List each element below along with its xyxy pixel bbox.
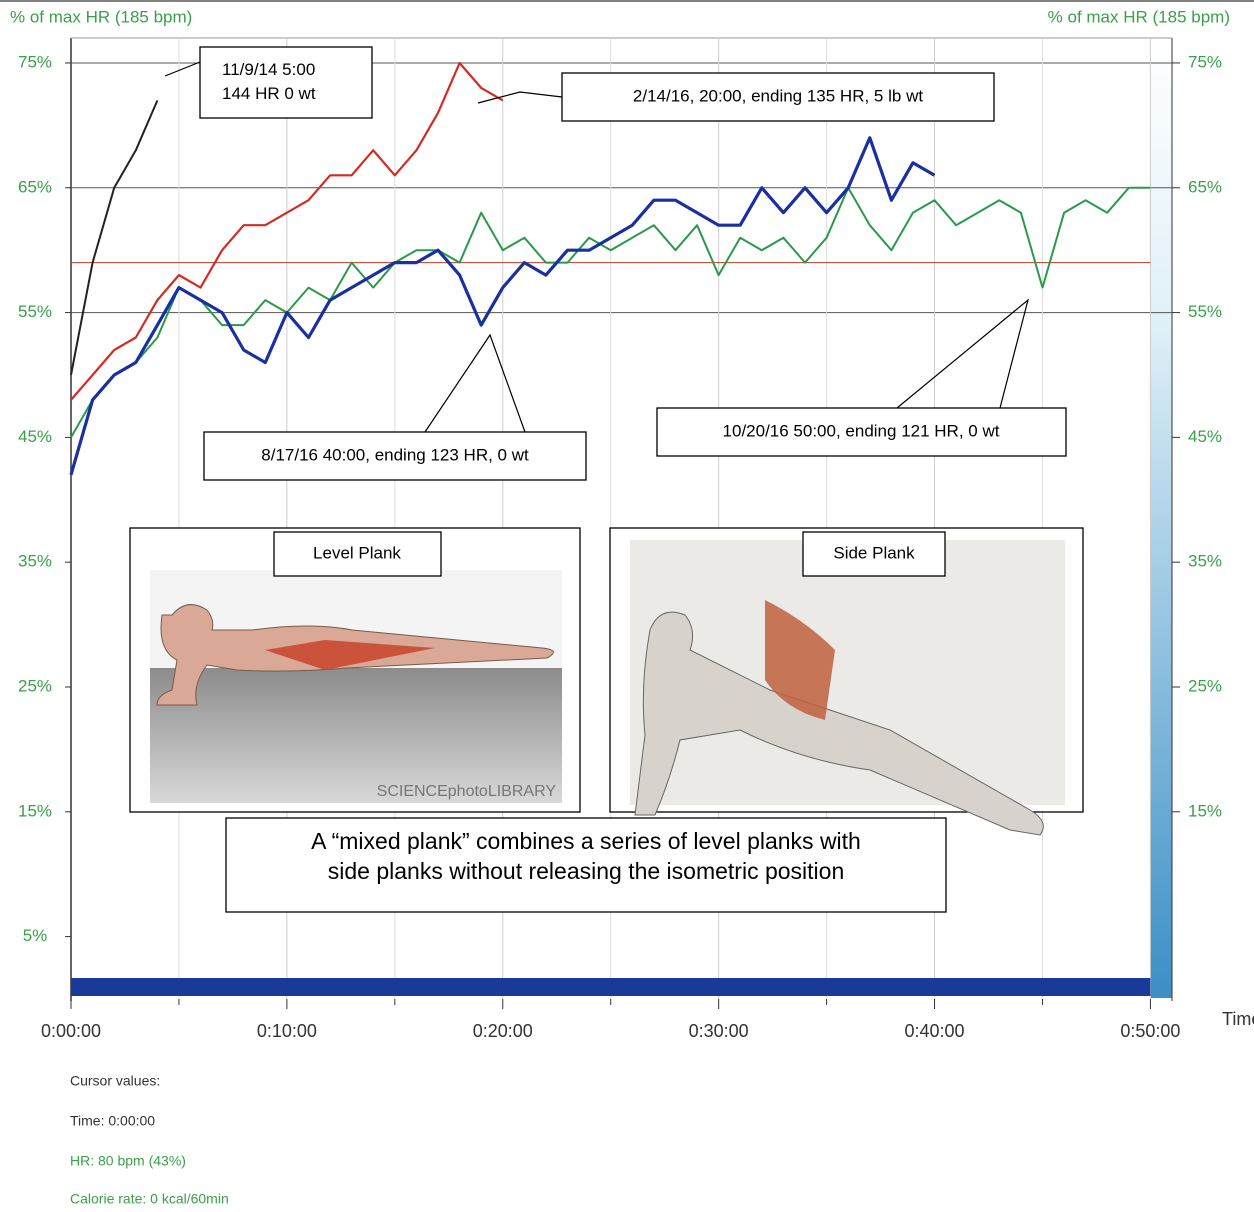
cursor-hr: HR: 80 bpm (43%) (70, 1153, 186, 1169)
y-tick-label: 35% (18, 552, 52, 571)
x-tick-label: 0:20:00 (473, 1021, 533, 1041)
watermark: SCIENCEphotoLIBRARY (377, 783, 557, 800)
y-tick-label: 75% (18, 52, 52, 71)
annotation-text: 2/14/16, 20:00, ending 135 HR, 5 lb wt (633, 86, 923, 105)
y2-axis-title: % of max HR (185 bpm) (1048, 7, 1230, 26)
panel-label: Side Plank (833, 543, 915, 562)
y2-tick-label: 55% (1188, 302, 1222, 321)
annotation-pointer (165, 62, 200, 76)
bottom-band (71, 978, 1150, 996)
y2-tick-label: 65% (1188, 177, 1222, 196)
annotation-pointer (897, 300, 1028, 408)
series-line (71, 100, 157, 375)
cursor-time: Time: 0:00:00 (70, 1113, 155, 1129)
panel-label: Level Plank (313, 543, 401, 562)
y-tick-label: 45% (18, 427, 52, 446)
x-tick-label: 0:10:00 (257, 1021, 317, 1041)
y-tick-label: 65% (18, 177, 52, 196)
x-tick-label: 0:00:00 (41, 1021, 101, 1041)
page: % of max HR (185 bpm) % of max HR (185 b… (0, 0, 1254, 1212)
y2-tick-label: 45% (1188, 427, 1222, 446)
y2-tick-label: 35% (1188, 552, 1222, 571)
x-tick-label: 0:50:00 (1120, 1021, 1180, 1041)
right-gradient (1150, 38, 1172, 998)
annotation-text: 8/17/16 40:00, ending 123 HR, 0 wt (261, 445, 529, 464)
annotation-text: 11/9/14 5:00 (222, 60, 315, 79)
annotation-text: 10/20/16 50:00, ending 121 HR, 0 wt (723, 421, 1000, 440)
annotation-box (200, 47, 372, 118)
caption-line: side planks without releasing the isomet… (328, 858, 845, 884)
y-tick-label: 5% (23, 926, 48, 945)
y2-tick-label: 25% (1188, 676, 1222, 695)
annotation-pointer (425, 335, 525, 432)
y-tick-label: 25% (18, 676, 52, 695)
x-tick-label: 0:40:00 (904, 1021, 964, 1041)
x-axis-title: Time (1222, 1009, 1254, 1029)
y-tick-label: 55% (18, 302, 52, 321)
x-tick-label: 0:30:00 (689, 1021, 749, 1041)
caption-line: A “mixed plank” combines a series of lev… (311, 828, 861, 854)
cursor-title: Cursor values: (70, 1073, 160, 1089)
annotation-text: 144 HR 0 wt (222, 84, 316, 103)
y2-tick-label: 75% (1188, 52, 1222, 71)
cursor-calorie: Calorie rate: 0 kcal/60min (70, 1191, 229, 1207)
y-axis-title: % of max HR (185 bpm) (10, 7, 192, 26)
y2-tick-label: 15% (1188, 801, 1222, 820)
y-tick-label: 15% (18, 801, 52, 820)
